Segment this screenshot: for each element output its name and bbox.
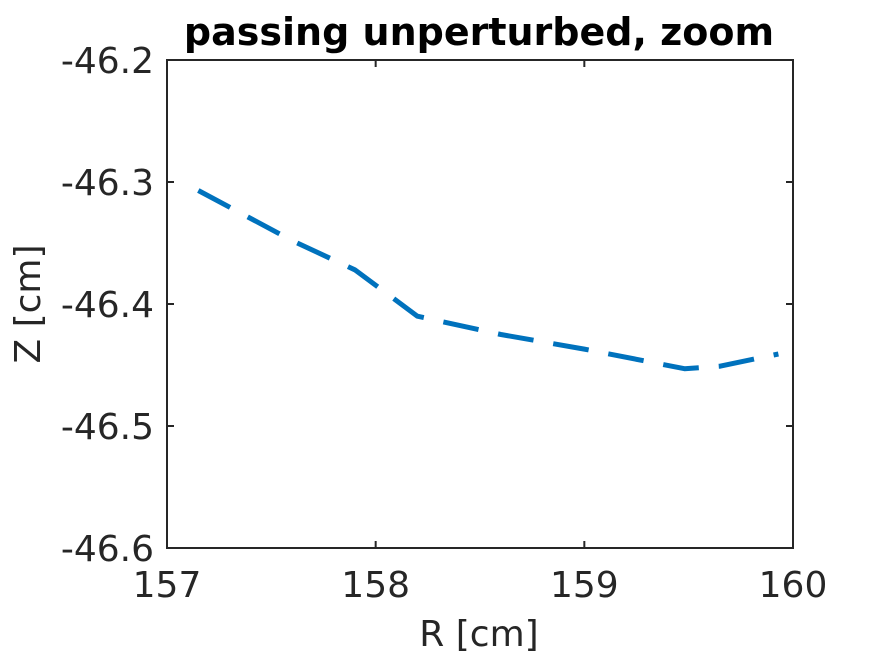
y-axis: -46.2 -46.3 -46.4 -46.5 -46.6	[61, 41, 793, 570]
y-tick-label: -46.6	[61, 529, 154, 570]
x-tick-label: 160	[759, 565, 828, 606]
plot-area-frame	[166, 59, 794, 549]
x-tick-label: 157	[133, 565, 202, 606]
series-line	[197, 188, 779, 372]
y-axis-label: Z [cm]	[8, 244, 49, 363]
x-axis-label: R [cm]	[419, 614, 538, 655]
x-axis: 157 158 159 160	[133, 60, 828, 606]
y-tick-label: -46.2	[61, 41, 154, 82]
x-tick-label: 159	[550, 565, 619, 606]
x-tick-label: 158	[341, 565, 410, 606]
y-tick-label: -46.3	[61, 163, 154, 204]
y-tick-label: -46.5	[61, 407, 154, 448]
chart-title: passing unperturbed, zoom	[184, 10, 774, 54]
y-tick-label: -46.4	[61, 285, 154, 326]
